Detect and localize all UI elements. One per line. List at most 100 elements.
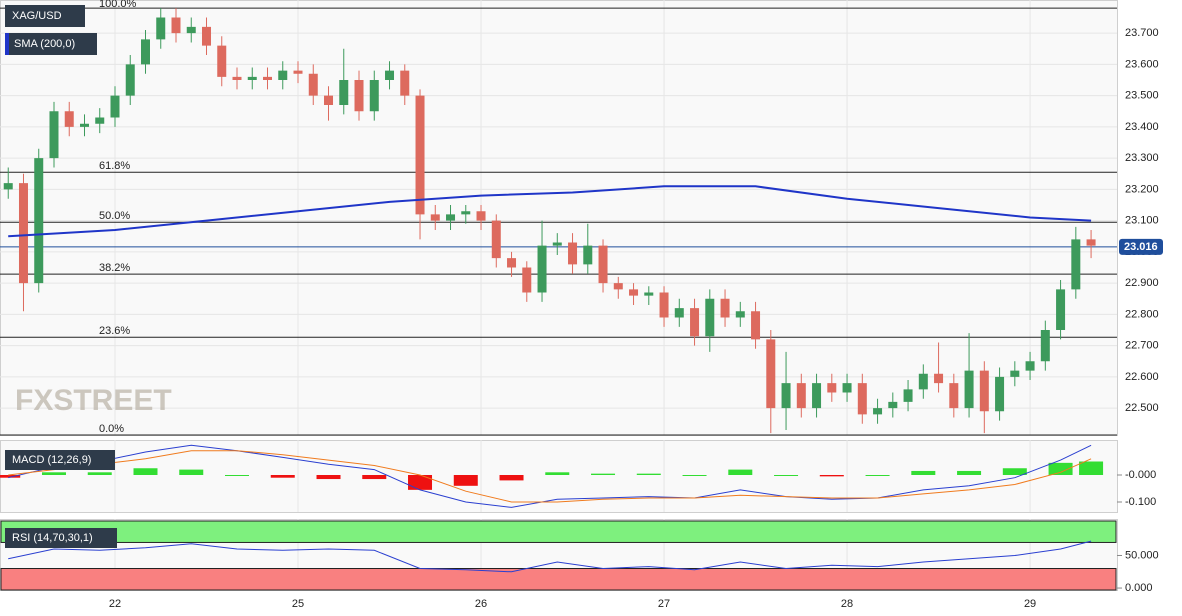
x-tick-label: 28 [841, 598, 853, 610]
candle-body [751, 311, 761, 340]
candle-body [1071, 239, 1081, 290]
candle-body [1010, 370, 1020, 377]
candle-body [247, 76, 257, 80]
macd-panel [0, 440, 1118, 513]
sma-line [8, 185, 1092, 238]
candle-body [552, 242, 562, 246]
macd-histogram-bar [133, 468, 158, 476]
candle-body [18, 183, 28, 284]
candle-body [735, 311, 745, 318]
macd-histogram-bar [225, 475, 250, 477]
price-panel [0, 0, 1118, 436]
y-tick-label: 23.500 [1125, 90, 1159, 102]
candle-body [430, 214, 440, 221]
candle-body [415, 95, 425, 215]
candle-body [461, 211, 471, 215]
last-price-label: 23.016 [1124, 241, 1158, 253]
macd-line [8, 450, 1092, 503]
macd-histogram-bar [362, 475, 387, 480]
macd-histogram-bar [499, 475, 524, 481]
macd-histogram-bar [957, 470, 982, 476]
candle-body [522, 267, 532, 293]
candle-body [476, 211, 486, 221]
last-price-tag [1119, 238, 1163, 255]
candle-body [385, 70, 395, 80]
candle-body [369, 80, 379, 112]
candle-body [3, 183, 13, 190]
y-tick-label: 22.600 [1125, 371, 1159, 383]
candle-body [979, 370, 989, 412]
candle-body [659, 292, 669, 318]
y-tick-label: 23.600 [1125, 58, 1159, 70]
macd-title: MACD (12,26,9) [12, 454, 91, 466]
title-box [5, 528, 117, 548]
y-tick-label: 23.100 [1125, 215, 1159, 227]
macd-histogram-bar [819, 475, 844, 477]
macd-histogram-bar [453, 475, 478, 486]
macd-histogram-bar [179, 469, 204, 476]
candle-body [491, 220, 501, 259]
candle-body [720, 298, 730, 318]
candle-body [903, 389, 913, 402]
labels: XAG/USD SMA (200,0) MACD (12,26,9) RSI (… [5, 0, 1163, 610]
legend-swatch [5, 33, 9, 55]
title-box [5, 5, 85, 27]
fib-label: 50.0% [99, 210, 130, 222]
y-tick-label: 50.000 [1125, 549, 1159, 561]
candle-body [934, 373, 944, 384]
candle-body [842, 383, 852, 393]
candle-body [278, 70, 288, 80]
candle-body [354, 80, 364, 112]
candle-body [598, 245, 608, 284]
y-tick-label: 23.400 [1125, 121, 1159, 133]
candle-body [949, 383, 959, 409]
candle-body [339, 80, 349, 105]
candle-body [232, 76, 242, 80]
candle-body [140, 39, 150, 65]
candle-body [171, 17, 181, 34]
candle-body [537, 245, 547, 293]
macd-histogram-bar [270, 475, 295, 478]
candle-body [857, 383, 867, 415]
macd-histogram-bar [682, 475, 707, 477]
y-tick-label: -0.100 [1125, 496, 1156, 508]
candle-body [766, 339, 776, 409]
fib-label: 38.2% [99, 262, 130, 274]
legend-box [5, 33, 97, 55]
x-tick-label: 25 [292, 598, 304, 610]
watermark: FXSTREET [15, 384, 172, 417]
candle-body [583, 245, 593, 265]
candle-body [1040, 330, 1050, 362]
y-tick-label: 22.700 [1125, 340, 1159, 352]
x-tick-label: 22 [109, 598, 121, 610]
oversold-zone [0, 568, 1117, 591]
macd-histogram-bar [865, 475, 890, 477]
candle-body [1056, 289, 1066, 330]
fib-label: 0.0% [99, 423, 124, 435]
macd-histogram-bar [87, 472, 112, 476]
candle-body [79, 123, 89, 127]
candle-body [308, 73, 318, 96]
macd-histogram-bar [591, 473, 616, 476]
candle-body [613, 283, 623, 290]
candle-body [110, 95, 120, 118]
candle-body [918, 373, 928, 390]
rsi-title: RSI (14,70,30,1) [12, 532, 93, 544]
macd-histogram-bar [636, 473, 661, 476]
candle-body [629, 289, 639, 296]
candle-body [568, 242, 578, 265]
legend-label: SMA (200,0) [14, 38, 75, 50]
macd-histogram-bar [1048, 462, 1073, 476]
candle-body [644, 292, 654, 296]
macd-histogram-bar [1002, 468, 1027, 476]
candle-body [400, 70, 410, 96]
candle-body [324, 95, 334, 105]
candle-body [125, 64, 135, 96]
candle-body [1025, 361, 1035, 371]
candle-body [34, 158, 44, 284]
candle-body [964, 370, 974, 409]
x-tick-label: 29 [1024, 598, 1036, 610]
candle-body [1086, 239, 1096, 246]
macd-histogram-bar [316, 475, 341, 480]
